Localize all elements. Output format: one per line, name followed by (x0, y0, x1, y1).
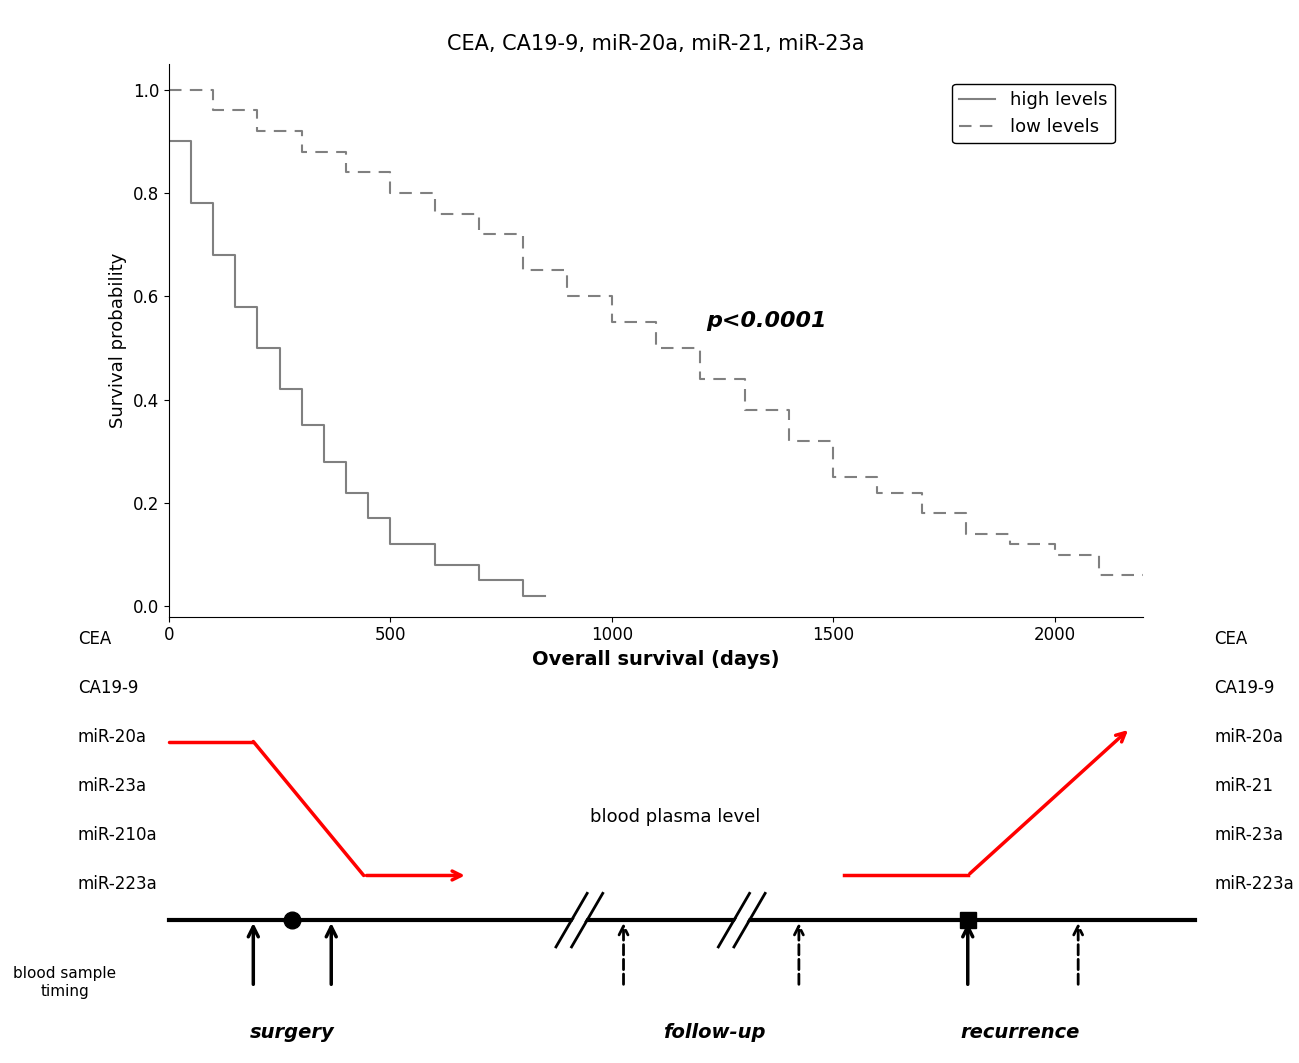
Text: miR-223a: miR-223a (78, 876, 157, 894)
Title: CEA, CA19-9, miR-20a, miR-21, miR-23a: CEA, CA19-9, miR-20a, miR-21, miR-23a (447, 34, 865, 54)
Y-axis label: Survival probability: Survival probability (109, 253, 127, 427)
Text: CEA: CEA (78, 630, 112, 648)
Text: miR-23a: miR-23a (1215, 826, 1283, 844)
Text: CA19-9: CA19-9 (1215, 679, 1274, 697)
Text: CA19-9: CA19-9 (78, 679, 138, 697)
Text: blood sample
timing: blood sample timing (13, 966, 117, 999)
Text: p<0.0001: p<0.0001 (707, 311, 827, 332)
Polygon shape (721, 893, 763, 947)
Text: miR-20a: miR-20a (1215, 728, 1283, 746)
Text: miR-210a: miR-210a (78, 826, 157, 844)
Text: miR-223a: miR-223a (1215, 876, 1294, 894)
X-axis label: Overall survival (days): Overall survival (days) (533, 649, 779, 669)
Text: recurrence: recurrence (960, 1023, 1079, 1042)
Text: CEA: CEA (1215, 630, 1248, 648)
Text: miR-21: miR-21 (1215, 777, 1273, 795)
Text: miR-23a: miR-23a (78, 777, 147, 795)
Text: follow-up: follow-up (664, 1023, 765, 1042)
Legend: high levels, low levels: high levels, low levels (952, 84, 1115, 144)
Text: surgery: surgery (249, 1023, 335, 1042)
Text: blood plasma level: blood plasma level (590, 809, 761, 826)
Text: miR-20a: miR-20a (78, 728, 147, 746)
Polygon shape (559, 893, 600, 947)
